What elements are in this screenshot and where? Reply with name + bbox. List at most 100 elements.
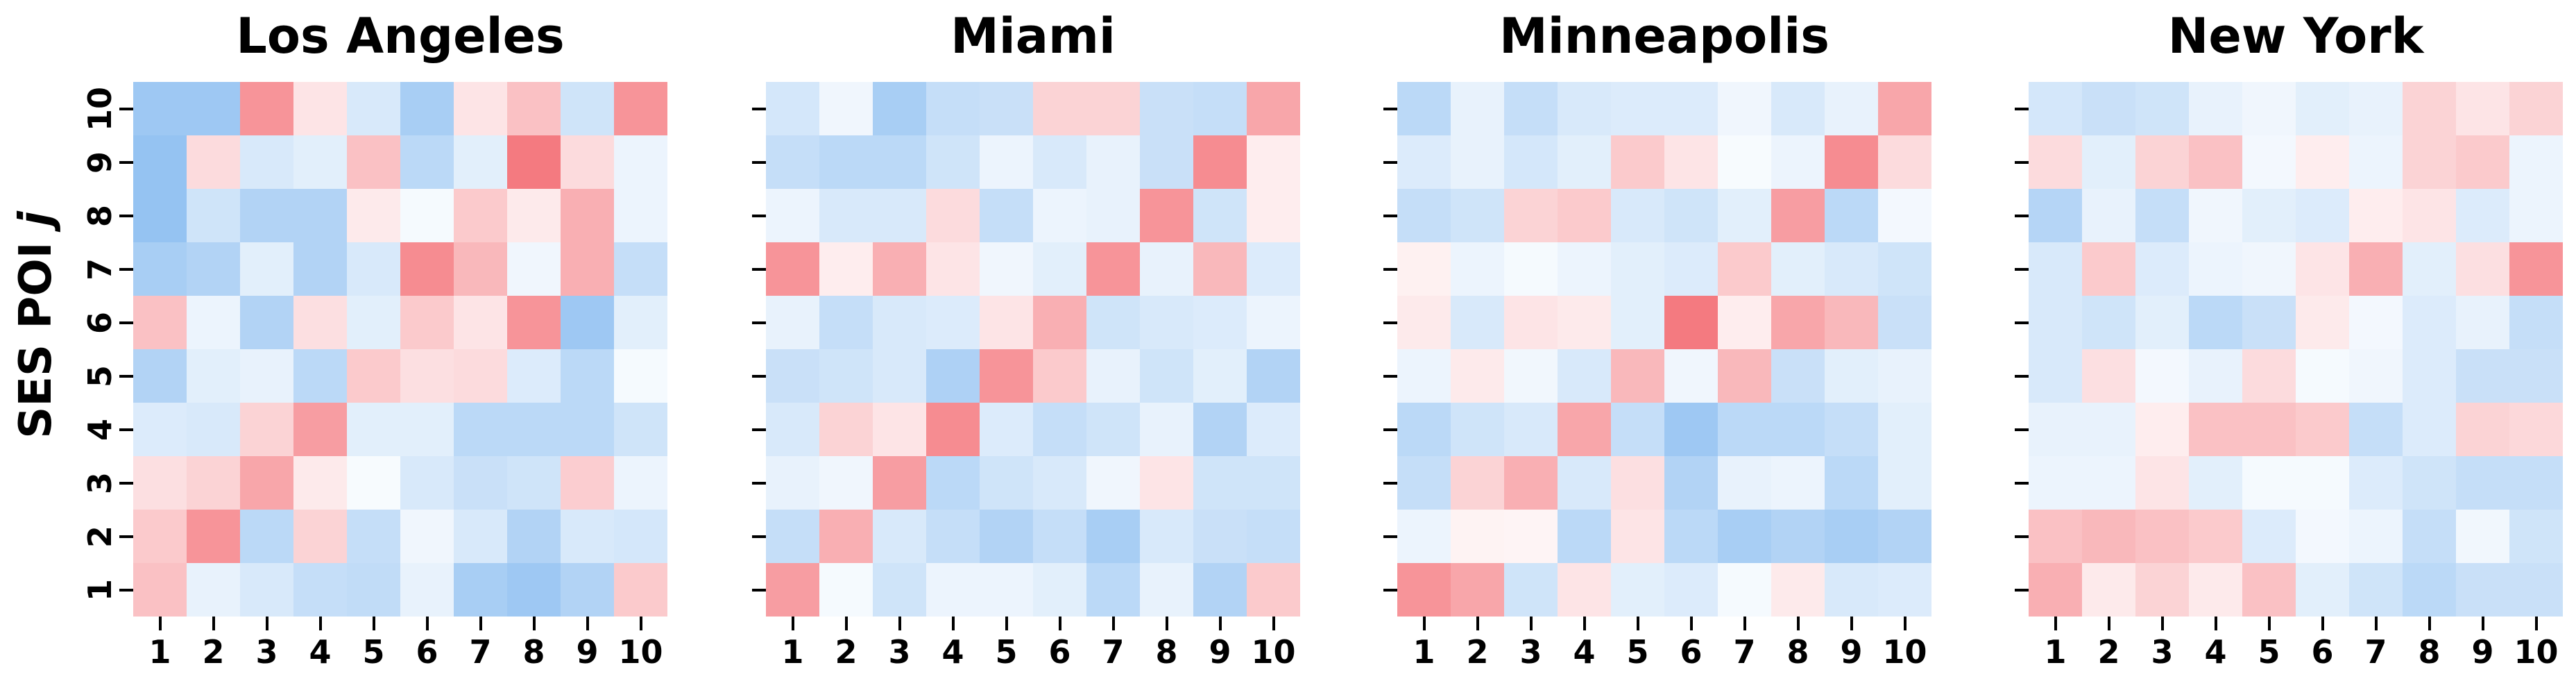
heatmap-grid bbox=[766, 82, 1300, 617]
y-tick-mark bbox=[119, 535, 133, 538]
heatmap-cell bbox=[2029, 456, 2082, 510]
y-tick-mark bbox=[2015, 214, 2029, 217]
heatmap-cell bbox=[561, 349, 614, 403]
heatmap-cell bbox=[293, 82, 347, 135]
heatmap-cell bbox=[2135, 82, 2189, 135]
heatmap-cell bbox=[766, 296, 819, 349]
x-tick-mark bbox=[2214, 617, 2217, 630]
heatmap-cell bbox=[1558, 349, 1611, 403]
heatmap-cell bbox=[1193, 349, 1247, 403]
heatmap-cell bbox=[1193, 403, 1247, 456]
heatmap-cell bbox=[1664, 510, 1718, 563]
heatmap-cell bbox=[1771, 510, 1825, 563]
heatmap-cell bbox=[1247, 349, 1300, 403]
heatmap-cell bbox=[1397, 456, 1451, 510]
heatmap-cell bbox=[926, 456, 980, 510]
heatmap-cell bbox=[347, 456, 400, 510]
heatmap-cell bbox=[819, 189, 873, 242]
x-tick-label: 10 bbox=[1251, 633, 1296, 671]
heatmap-cell bbox=[2456, 242, 2509, 296]
heatmap-cell bbox=[766, 349, 819, 403]
x-tick-label: 10 bbox=[1882, 633, 1927, 671]
heatmap-cell bbox=[2189, 296, 2242, 349]
x-tick-mark bbox=[1636, 617, 1639, 630]
heatmap-cell bbox=[873, 189, 926, 242]
heatmap-cell bbox=[2242, 563, 2296, 617]
heatmap-cell bbox=[2456, 456, 2509, 510]
panel-title: New York bbox=[2167, 8, 2424, 65]
heatmap-cell bbox=[561, 135, 614, 189]
heatmap-cell bbox=[1611, 296, 1664, 349]
heatmap-cell bbox=[2296, 242, 2349, 296]
heatmap-cell bbox=[819, 510, 873, 563]
y-axis-label-text: SES POI bbox=[10, 226, 62, 439]
heatmap-cell bbox=[507, 135, 561, 189]
heatmap-cell bbox=[187, 189, 240, 242]
heatmap-cell bbox=[1397, 403, 1451, 456]
heatmap-cell bbox=[507, 456, 561, 510]
heatmap-cell bbox=[240, 349, 293, 403]
heatmap-cell bbox=[1878, 189, 1931, 242]
heatmap-cell bbox=[2296, 135, 2349, 189]
heatmap-cell bbox=[133, 82, 187, 135]
heatmap-cell bbox=[2189, 510, 2242, 563]
heatmap-cell bbox=[133, 296, 187, 349]
heatmap-cell bbox=[240, 82, 293, 135]
heatmap-cell bbox=[1504, 456, 1558, 510]
heatmap-cell bbox=[926, 296, 980, 349]
heatmap-cell bbox=[2509, 296, 2563, 349]
heatmap-cell bbox=[1397, 349, 1451, 403]
y-tick-mark bbox=[2015, 321, 2029, 324]
heatmap-cell bbox=[1558, 296, 1611, 349]
y-tick-mark bbox=[2015, 535, 2029, 538]
heatmap-cell bbox=[873, 510, 926, 563]
heatmap-cell bbox=[561, 242, 614, 296]
heatmap-cell bbox=[507, 403, 561, 456]
x-tick-mark bbox=[1689, 617, 1693, 630]
heatmap-cell bbox=[2242, 403, 2296, 456]
x-tick-mark bbox=[1218, 617, 1222, 630]
heatmap-cell bbox=[1033, 242, 1086, 296]
x-tick-mark bbox=[2428, 617, 2431, 630]
heatmap-cell bbox=[347, 510, 400, 563]
heatmap-cell bbox=[766, 510, 819, 563]
x-tick-label: 4 bbox=[1573, 633, 1596, 671]
heatmap-cell bbox=[873, 135, 926, 189]
heatmap-cell bbox=[1140, 403, 1193, 456]
heatmap-cell bbox=[454, 563, 507, 617]
heatmap-cell bbox=[2135, 349, 2189, 403]
heatmap-cell bbox=[1140, 242, 1193, 296]
x-tick-label: 6 bbox=[2311, 633, 2334, 671]
heatmap-cell bbox=[2135, 242, 2189, 296]
heatmap-cell bbox=[133, 403, 187, 456]
heatmap-cell bbox=[2349, 456, 2403, 510]
heatmap-cell bbox=[1771, 189, 1825, 242]
heatmap-cell bbox=[187, 403, 240, 456]
heatmap-cell bbox=[507, 82, 561, 135]
panel-title: Minneapolis bbox=[1499, 8, 1829, 65]
heatmap-cell bbox=[2082, 403, 2135, 456]
heatmap-cell bbox=[2509, 563, 2563, 617]
heatmap-cell bbox=[980, 296, 1033, 349]
heatmap-cell bbox=[1504, 296, 1558, 349]
heatmap-cell bbox=[240, 296, 293, 349]
heatmap-cell bbox=[926, 189, 980, 242]
heatmap-cell bbox=[1504, 403, 1558, 456]
x-tick-label: 1 bbox=[781, 633, 804, 671]
heatmap-cell bbox=[2029, 403, 2082, 456]
y-tick-mark bbox=[2015, 107, 2029, 110]
heatmap-cell bbox=[2349, 189, 2403, 242]
heatmap-cell bbox=[1033, 403, 1086, 456]
y-tick-mark bbox=[119, 267, 133, 271]
heatmap-cell bbox=[2296, 456, 2349, 510]
heatmap-cell bbox=[1140, 82, 1193, 135]
heatmap-cell bbox=[1086, 189, 1140, 242]
heatmap-cell bbox=[1825, 189, 1878, 242]
y-tick-mark bbox=[119, 160, 133, 164]
heatmap-cell bbox=[2349, 403, 2403, 456]
heatmap-panel-new-york: New York 1 2 3 4 5 6 7 8 9 10 bbox=[2015, 0, 2563, 679]
heatmap-cell bbox=[2242, 510, 2296, 563]
heatmap-cell bbox=[400, 242, 454, 296]
heatmap-cell bbox=[1397, 242, 1451, 296]
heatmap-cell bbox=[1397, 189, 1451, 242]
